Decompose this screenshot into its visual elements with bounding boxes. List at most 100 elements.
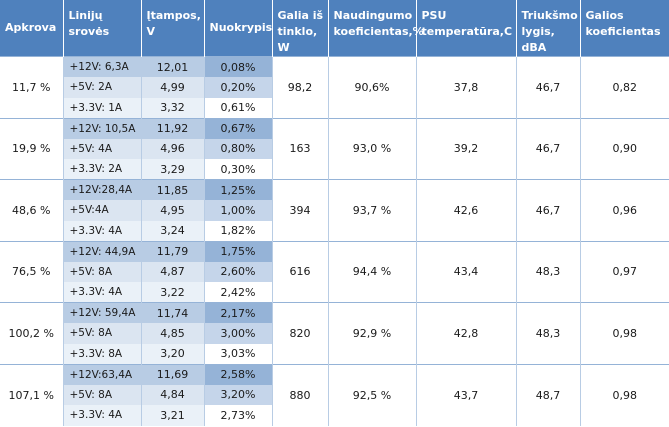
- cell-power: 98,2: [272, 56, 329, 118]
- cell-efficiency: 90,6%: [328, 56, 417, 118]
- header-psu-temp: PSU temperatūra,C: [416, 0, 517, 57]
- cell-deviation: 2,60%: [204, 261, 273, 282]
- cell-line-current: +3.3V: 8A: [63, 343, 142, 364]
- table-body: 11,7 % +12V: 6,3A 12,01 0,08% 98,2 90,6% 37,8 4…: [0, 56, 669, 426]
- cell-voltage: 11,92: [141, 117, 205, 139]
- cell-power-factor: 0,98: [580, 363, 669, 426]
- table-row: 19,9 % +12V: 10,5A 11,92 0,67% 163 93,0 % 39,2…: [0, 117, 669, 180]
- header-line-currents: Linijų srovės: [63, 0, 142, 57]
- cell-load: 19,9 %: [0, 117, 64, 180]
- header-row: Apkrova Linijų srovės Įtampos, V Nuokryp…: [0, 0, 669, 57]
- cell-line-current: +12V: 44,9A: [63, 240, 142, 262]
- cell-noise: 46,7: [516, 117, 581, 180]
- cell-line-current: +3.3V: 4A: [63, 220, 142, 241]
- header-voltages: Įtampos, V: [141, 0, 205, 57]
- cell-load: 100,2 %: [0, 302, 64, 364]
- table-row: +3.3V: 2A 3,29 0,30%: [0, 159, 669, 180]
- cell-noise: 48,3: [516, 240, 581, 303]
- cell-deviation: 0,80%: [204, 138, 273, 159]
- cell-line-current: +12V: 10,5A: [63, 117, 142, 139]
- cell-voltage: 3,22: [141, 282, 205, 303]
- table-row: +5V: 8A 4,87 2,60%: [0, 261, 669, 282]
- table-row: 100,2 % +12V: 59,4A 11,74 2,17% 820 92,9 % 42,…: [0, 302, 669, 364]
- cell-psu-temp: 43,4: [416, 240, 517, 303]
- cell-voltage: 4,85: [141, 323, 205, 344]
- cell-line-current: +5V: 8A: [63, 323, 142, 344]
- cell-deviation: 1,75%: [204, 240, 273, 262]
- cell-voltage: 4,95: [141, 200, 205, 221]
- header-deviation: Nuokrypis: [204, 0, 273, 57]
- cell-line-current: +5V: 2A: [63, 77, 142, 98]
- cell-line-current: +12V:63,4A: [63, 363, 142, 385]
- cell-efficiency: 94,4 %: [328, 240, 417, 303]
- cell-load: 11,7 %: [0, 56, 64, 118]
- cell-efficiency: 92,5 %: [328, 363, 417, 426]
- cell-line-current: +5V:4A: [63, 200, 142, 221]
- cell-noise: 46,7: [516, 56, 581, 118]
- table-row: +5V:4A 4,95 1,00%: [0, 200, 669, 221]
- cell-line-current: +5V: 8A: [63, 384, 142, 405]
- cell-line-current: +3.3V: 1A: [63, 97, 142, 118]
- cell-voltage: 11,79: [141, 240, 205, 262]
- cell-load: 107,1 %: [0, 363, 64, 426]
- cell-psu-temp: 43,7: [416, 363, 517, 426]
- cell-line-current: +12V: 6,3A: [63, 56, 142, 77]
- cell-power: 394: [272, 179, 329, 241]
- cell-line-current: +5V: 4A: [63, 138, 142, 159]
- cell-psu-temp: 39,2: [416, 117, 517, 180]
- cell-line-current: +12V:28,4A: [63, 179, 142, 200]
- table-row: 107,1 % +12V:63,4A 11,69 2,58% 880 92,5 % 43,7…: [0, 363, 669, 426]
- cell-deviation: 0,61%: [204, 97, 273, 118]
- cell-voltage: 11,74: [141, 302, 205, 323]
- cell-voltage: 11,69: [141, 363, 205, 385]
- cell-deviation: 3,20%: [204, 384, 273, 405]
- cell-deviation: 2,58%: [204, 363, 273, 385]
- cell-line-current: +3.3V: 4A: [63, 282, 142, 303]
- cell-deviation: 3,00%: [204, 323, 273, 344]
- table-row: 11,7 % +12V: 6,3A 12,01 0,08% 98,2 90,6% 37,8 4…: [0, 56, 669, 118]
- cell-psu-temp: 42,6: [416, 179, 517, 241]
- cell-deviation: 1,82%: [204, 220, 273, 241]
- cell-load: 48,6 %: [0, 179, 64, 241]
- cell-load: 76,5 %: [0, 240, 64, 303]
- table-row: +5V: 2A 4,99 0,20%: [0, 77, 669, 98]
- cell-deviation: 1,25%: [204, 179, 273, 200]
- header-power-factor: Galios koeficientas: [580, 0, 669, 57]
- table-row: +5V: 8A 4,84 3,20%: [0, 384, 669, 405]
- cell-line-current: +12V: 59,4A: [63, 302, 142, 323]
- cell-voltage: 3,21: [141, 405, 205, 426]
- cell-psu-temp: 42,8: [416, 302, 517, 364]
- cell-power: 163: [272, 117, 329, 180]
- cell-deviation: 1,00%: [204, 200, 273, 221]
- cell-deviation: 2,17%: [204, 302, 273, 323]
- cell-voltage: 3,20: [141, 343, 205, 364]
- cell-deviation: 0,08%: [204, 56, 273, 77]
- cell-line-current: +3.3V: 4A: [63, 405, 142, 426]
- table-row: +3.3V: 4A 3,24 1,82%: [0, 220, 669, 241]
- cell-voltage: 11,85: [141, 179, 205, 200]
- cell-voltage: 12,01: [141, 56, 205, 77]
- cell-efficiency: 93,0 %: [328, 117, 417, 180]
- cell-voltage: 4,84: [141, 384, 205, 405]
- table-header: Apkrova Linijų srovės Įtampos, V Nuokryp…: [0, 0, 669, 57]
- table-row: +5V: 8A 4,85 3,00%: [0, 323, 669, 344]
- cell-deviation: 0,20%: [204, 77, 273, 98]
- table-row: 48,6 % +12V:28,4A 11,85 1,25% 394 93,7 % 42,6 4…: [0, 179, 669, 241]
- cell-noise: 46,7: [516, 179, 581, 241]
- header-efficiency: Naudingumo koeficientas,%: [328, 0, 424, 57]
- header-noise: Triukšmo lygis, dBA: [516, 0, 581, 57]
- cell-voltage: 3,24: [141, 220, 205, 241]
- cell-efficiency: 93,7 %: [328, 179, 417, 241]
- header-power: Galia iš tinklo, W: [272, 0, 329, 57]
- table-row: +5V: 4A 4,96 0,80%: [0, 138, 669, 159]
- cell-voltage: 3,32: [141, 97, 205, 118]
- header-load: Apkrova: [0, 0, 64, 57]
- cell-noise: 48,3: [516, 302, 581, 364]
- table-row: +3.3V: 1A 3,32 0,61%: [0, 97, 669, 118]
- cell-efficiency: 92,9 %: [328, 302, 417, 364]
- cell-voltage: 4,96: [141, 138, 205, 159]
- table-row: +3.3V: 8A 3,20 3,03%: [0, 343, 669, 364]
- cell-power-factor: 0,97: [580, 240, 669, 303]
